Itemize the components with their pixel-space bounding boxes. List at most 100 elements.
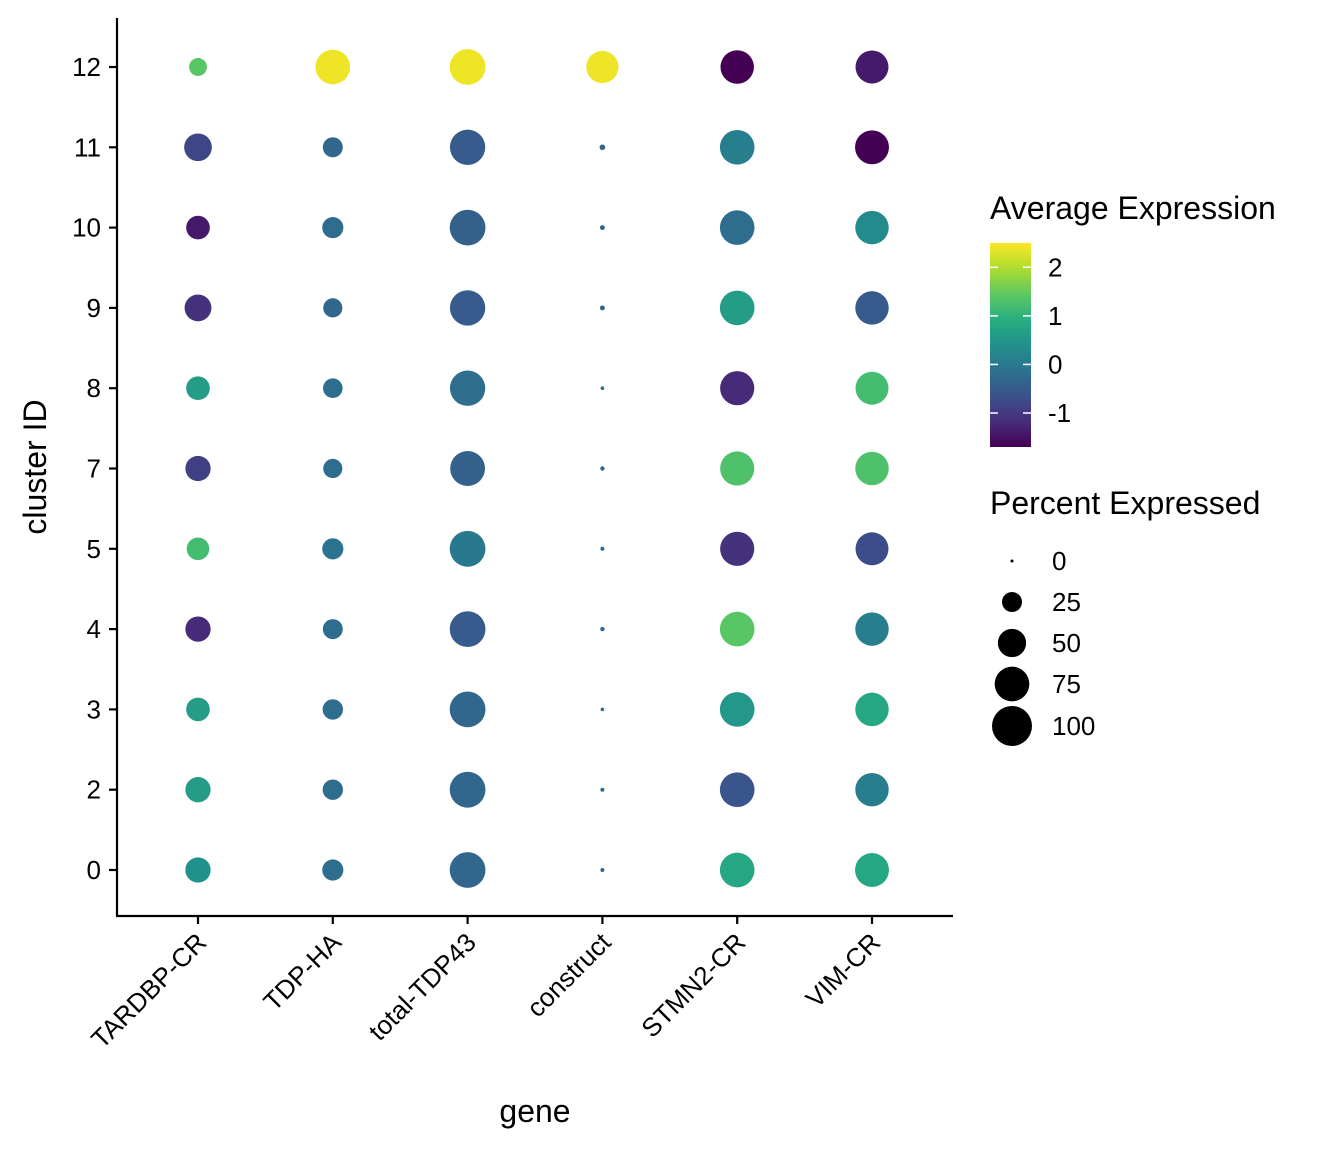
dot-TARDBP-CR-cluster-10 bbox=[186, 215, 210, 240]
dot-VIM-CR-cluster-9 bbox=[855, 291, 889, 325]
y-axis-ticks: 0 2 3 4 5 7 8 9 10 11 12 bbox=[72, 52, 117, 885]
size-key-dot bbox=[1002, 592, 1022, 612]
y-tick-label: 5 bbox=[87, 534, 101, 564]
dot-VIM-CR-cluster-8 bbox=[855, 371, 889, 405]
dot-STMN2-CR-cluster-11 bbox=[719, 129, 755, 165]
dot-TDP-HA-cluster-0 bbox=[322, 859, 344, 881]
dot-total-TDP43-cluster-10 bbox=[449, 209, 486, 246]
dot-total-TDP43-cluster-8 bbox=[449, 370, 486, 406]
dot-total-TDP43-cluster-12 bbox=[449, 49, 486, 85]
y-tick-label: 9 bbox=[87, 293, 101, 323]
color-legend: Average Expression 2 1 0 -1 bbox=[990, 190, 1276, 447]
dot-TDP-HA-cluster-9 bbox=[323, 298, 343, 318]
dot-construct-cluster-5 bbox=[600, 546, 605, 551]
size-key-label: 25 bbox=[1052, 587, 1081, 617]
dot-construct-cluster-0 bbox=[600, 868, 605, 872]
size-key-dot bbox=[1010, 559, 1014, 563]
dots-layer bbox=[184, 49, 889, 888]
y-axis-title: cluster ID bbox=[17, 399, 53, 534]
dot-TDP-HA-cluster-5 bbox=[322, 538, 344, 560]
size-key-label: 75 bbox=[1052, 669, 1081, 699]
dot-total-TDP43-cluster-3 bbox=[449, 691, 486, 728]
dot-VIM-CR-cluster-10 bbox=[855, 210, 889, 245]
y-tick-label: 12 bbox=[72, 52, 101, 82]
dot-TDP-HA-cluster-3 bbox=[322, 699, 343, 720]
y-tick-label: 7 bbox=[87, 454, 101, 484]
dot-construct-cluster-7 bbox=[600, 466, 605, 471]
dot-STMN2-CR-cluster-3 bbox=[719, 692, 755, 727]
dot-TDP-HA-cluster-11 bbox=[322, 137, 343, 158]
dot-STMN2-CR-cluster-5 bbox=[720, 531, 755, 566]
dot-TARDBP-CR-cluster-11 bbox=[184, 133, 212, 162]
dot-total-TDP43-cluster-5 bbox=[449, 530, 486, 567]
y-tick-label: 0 bbox=[87, 855, 101, 885]
dot-construct-cluster-10 bbox=[599, 225, 605, 231]
size-key-dot bbox=[992, 706, 1032, 746]
dot-TARDBP-CR-cluster-0 bbox=[185, 857, 211, 883]
dot-construct-cluster-11 bbox=[599, 144, 606, 151]
x-tick-label: construct bbox=[521, 926, 617, 1022]
dot-TDP-HA-cluster-2 bbox=[322, 779, 343, 800]
dot-VIM-CR-cluster-5 bbox=[855, 532, 889, 566]
y-tick-label: 2 bbox=[87, 775, 101, 805]
dot-construct-cluster-3 bbox=[600, 707, 605, 712]
size-key-label: 0 bbox=[1052, 546, 1066, 576]
x-tick-label: TDP-HA bbox=[257, 927, 347, 1017]
dot-TARDBP-CR-cluster-7 bbox=[185, 455, 211, 482]
y-tick-label: 10 bbox=[72, 213, 101, 243]
x-tick-label: total-TDP43 bbox=[363, 927, 482, 1046]
dot-TDP-HA-cluster-4 bbox=[322, 619, 343, 640]
dot-STMN2-CR-cluster-7 bbox=[720, 451, 755, 486]
x-axis-ticks: TARDBP-CR TDP-HA total-TDP43 construct STMN2… bbox=[85, 916, 886, 1054]
y-tick-label: 11 bbox=[74, 132, 101, 162]
dot-VIM-CR-cluster-4 bbox=[855, 612, 889, 646]
dot-STMN2-CR-cluster-0 bbox=[719, 852, 755, 888]
dot-total-TDP43-cluster-11 bbox=[449, 129, 486, 165]
y-tick-label: 3 bbox=[87, 694, 101, 724]
size-legend: Percent Expressed 0 25 50 75 100 bbox=[990, 485, 1260, 746]
color-legend-title: Average Expression bbox=[990, 190, 1276, 226]
dot-construct-cluster-2 bbox=[600, 787, 605, 792]
dot-STMN2-CR-cluster-2 bbox=[719, 772, 755, 808]
dot-VIM-CR-cluster-11 bbox=[855, 130, 889, 165]
dot-total-TDP43-cluster-9 bbox=[449, 290, 486, 326]
dot-VIM-CR-cluster-7 bbox=[855, 451, 889, 486]
dot-VIM-CR-cluster-3 bbox=[855, 692, 889, 727]
color-legend-bar bbox=[990, 243, 1031, 447]
size-key-label: 50 bbox=[1052, 628, 1081, 658]
dot-total-TDP43-cluster-0 bbox=[449, 852, 486, 888]
dot-TDP-HA-cluster-7 bbox=[323, 458, 343, 479]
dot-total-TDP43-cluster-7 bbox=[450, 451, 486, 486]
size-legend-keys: 0 25 50 75 100 bbox=[992, 546, 1095, 746]
dot-construct-cluster-12 bbox=[586, 50, 619, 84]
color-legend-ticks: 2 1 0 -1 bbox=[990, 252, 1071, 428]
dot-VIM-CR-cluster-12 bbox=[855, 50, 889, 84]
dot-STMN2-CR-cluster-9 bbox=[719, 290, 755, 326]
dot-STMN2-CR-cluster-8 bbox=[720, 371, 755, 406]
dot-TARDBP-CR-cluster-5 bbox=[186, 537, 210, 561]
size-legend-title: Percent Expressed bbox=[990, 485, 1260, 521]
color-tick-label: -1 bbox=[1048, 398, 1071, 428]
dot-TARDBP-CR-cluster-9 bbox=[184, 294, 212, 322]
dot-TARDBP-CR-cluster-4 bbox=[185, 616, 211, 642]
y-tick-label: 8 bbox=[87, 373, 101, 403]
dot-total-TDP43-cluster-4 bbox=[449, 611, 486, 647]
x-axis-title: gene bbox=[499, 1093, 570, 1129]
x-tick-label: STMN2-CR bbox=[635, 927, 751, 1043]
color-tick-label: 0 bbox=[1048, 349, 1062, 379]
dot-STMN2-CR-cluster-10 bbox=[719, 210, 755, 245]
size-key-label: 100 bbox=[1052, 711, 1095, 741]
dot-construct-cluster-8 bbox=[600, 386, 605, 390]
x-tick-label: VIM-CR bbox=[800, 927, 887, 1014]
dot-TARDBP-CR-cluster-12 bbox=[189, 58, 207, 76]
dot-VIM-CR-cluster-2 bbox=[855, 772, 889, 807]
x-tick-label: TARDBP-CR bbox=[85, 927, 212, 1054]
size-key-dot bbox=[997, 628, 1027, 658]
dot-STMN2-CR-cluster-4 bbox=[719, 611, 755, 647]
dot-construct-cluster-4 bbox=[600, 626, 605, 632]
color-tick-label: 2 bbox=[1048, 252, 1062, 282]
dot-TARDBP-CR-cluster-8 bbox=[186, 376, 210, 401]
dot-TARDBP-CR-cluster-3 bbox=[186, 697, 210, 722]
dot-construct-cluster-9 bbox=[599, 305, 605, 311]
